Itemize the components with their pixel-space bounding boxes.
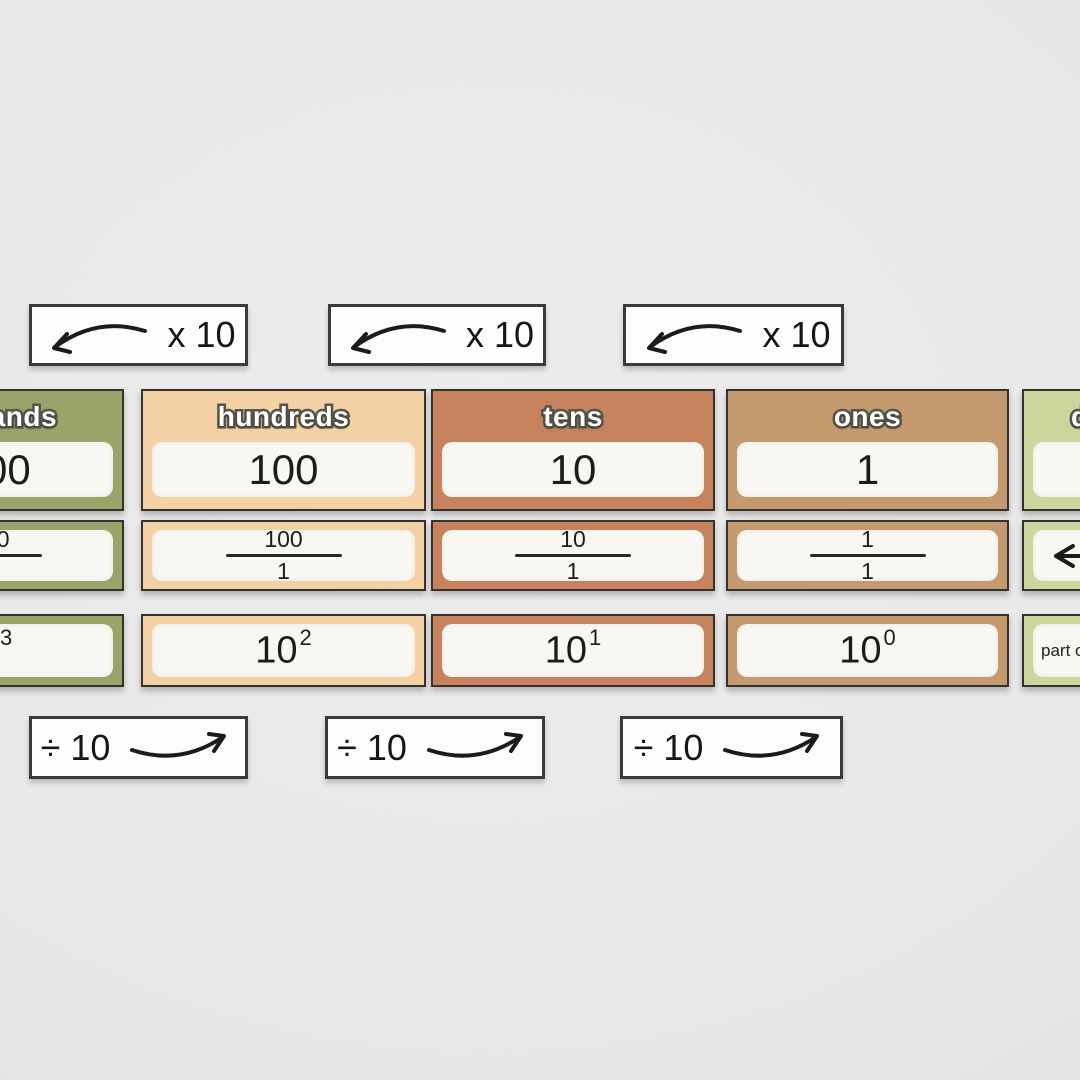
power-base: 10 [544,629,588,672]
value-box: 1 [737,442,998,497]
fraction-numerator: 1 [861,526,874,552]
tens-fraction-card: 10 1 [431,520,715,591]
fraction-bar [515,554,631,557]
power-box: 102 [152,624,415,677]
value-box: 10 [442,442,704,497]
fraction-box: 1000 1 [0,528,113,583]
tens-power-card: 101 [431,614,715,687]
multiply-by-ten-box-3: x 10 [623,304,844,366]
place-name-label: tens [541,398,605,434]
thousands-power-card: 103 [0,614,124,687]
decimal-point-place-card: decimal point [1022,389,1080,511]
power-box: 103 [0,624,113,677]
divide-label: ÷ 10 [337,726,407,768]
place-name-label: ones [831,398,903,434]
place-value: 10 [549,445,597,493]
exponent: 2 [299,624,312,650]
value-box [1033,442,1080,497]
part-of-whole-label: part of a whole [1041,640,1080,660]
curved-arrow-left-icon [647,324,743,354]
power-of-ten: 101 [544,625,602,673]
ones-fraction-card: 1 1 [726,520,1009,591]
thousands-fraction-card: 1000 1 [0,520,124,591]
value-box: 100 [152,442,415,497]
curved-arrow-left-icon [52,324,148,354]
decimal-arrow-card [1022,520,1080,591]
exponent: 1 [589,624,602,650]
power-box: 100 [737,624,998,677]
power-of-ten: 102 [255,625,312,673]
fraction-numerator: 10 [560,526,586,552]
fraction-box: 100 1 [152,526,415,584]
fraction-denominator: 1 [277,558,290,584]
place-value: 1 [855,445,880,493]
multiply-label: x 10 [465,314,535,355]
arrow-left-icon [1054,543,1080,568]
multiply-by-ten-box-2: x 10 [328,304,546,366]
thousands-place-card: thousands 1000 [0,389,124,511]
curved-arrow-right-icon [130,731,227,758]
fraction-denominator: 1 [566,558,580,584]
fraction-denominator: 1 [861,558,874,584]
place-name-label: hundreds [215,398,351,434]
exponent: 0 [883,624,896,650]
place-name-label: decimal point [1024,391,1080,442]
fraction: 100 1 [225,526,342,584]
power-box: 101 [442,624,704,677]
place-value: 100 [248,445,319,493]
curved-arrow-left-icon [350,324,446,354]
fraction-box: 10 1 [442,528,704,583]
fraction-numerator: 100 [264,526,303,552]
exponent: 3 [0,624,13,650]
fraction-bar [225,554,342,557]
power-of-ten: 100 [839,625,896,673]
fraction-box: 1 1 [737,526,998,584]
divide-by-ten-box-3: ÷ 10 [620,716,843,779]
curved-arrow-right-icon [426,731,523,758]
curved-arrow-right-icon [723,731,820,758]
part-box: part of a whole [1033,624,1080,677]
arrow-box [1033,530,1080,581]
power-base: 10 [839,629,882,672]
place-name-label: thousands [0,398,59,434]
power-base: 10 [255,629,298,672]
divide-by-ten-box-2: ÷ 10 [325,716,545,779]
power-of-ten: 103 [0,625,12,673]
multiply-label: x 10 [762,314,831,355]
fraction: 1 1 [809,526,926,584]
multiply-label: x 10 [167,314,236,355]
tens-place-card: tens 10 [431,389,715,511]
fraction: 10 1 [515,528,631,583]
place-value: 1000 [0,445,31,493]
hundreds-fraction-card: 100 1 [141,520,426,591]
fraction-bar [0,554,42,557]
fraction: 1000 1 [0,528,42,583]
decimal-part-card: part of a whole [1022,614,1080,687]
divide-label: ÷ 10 [40,726,111,768]
value-box: 1000 [0,442,113,497]
hundreds-place-card: hundreds 100 [141,389,426,511]
divide-label: ÷ 10 [633,726,704,768]
fraction-bar [809,554,926,557]
hundreds-power-card: 102 [141,614,426,687]
ones-place-card: ones 1 [726,389,1009,511]
multiply-by-ten-box-1: x 10 [29,304,248,366]
divide-by-ten-box-1: ÷ 10 [29,716,248,779]
ones-power-card: 100 [726,614,1009,687]
fraction-numerator: 1000 [0,526,10,552]
